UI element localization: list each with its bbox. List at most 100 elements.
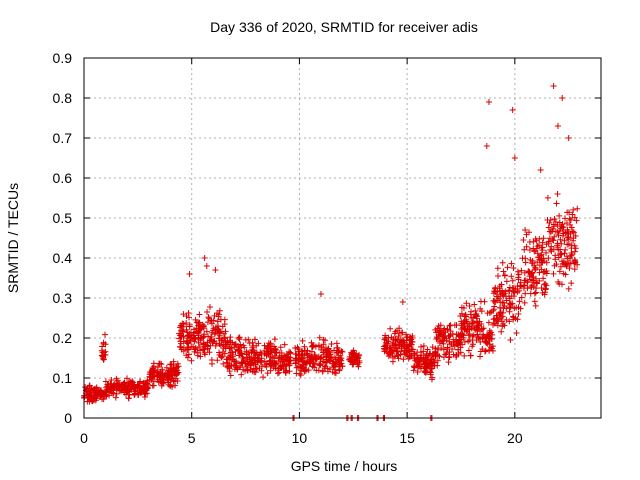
data-point (327, 351, 334, 358)
data-point (486, 327, 493, 334)
data-point (502, 288, 509, 295)
data-point (434, 336, 441, 343)
data-point (494, 297, 501, 304)
data-point (406, 341, 413, 348)
data-point (165, 373, 172, 380)
data-point (451, 322, 458, 329)
data-point (209, 360, 216, 367)
data-point (510, 265, 517, 272)
data-point (278, 363, 285, 370)
data-point (545, 224, 552, 231)
data-point (208, 333, 215, 340)
data-point (567, 230, 574, 237)
data-point (283, 367, 290, 374)
y-tick-label: 0.8 (53, 90, 73, 106)
data-point (244, 367, 251, 374)
data-point (249, 339, 256, 346)
data-point (568, 224, 575, 231)
data-point (514, 268, 521, 275)
data-point (516, 298, 523, 305)
data-point (465, 332, 472, 339)
data-point (226, 345, 233, 352)
data-point (335, 349, 342, 356)
data-point (203, 328, 210, 335)
data-point (263, 352, 270, 359)
data-point (558, 240, 565, 247)
data-point (545, 238, 552, 245)
data-point (178, 334, 185, 341)
data-point (567, 216, 574, 223)
data-point (84, 398, 91, 405)
data-point (552, 228, 559, 235)
data-point (191, 348, 198, 355)
data-point (557, 251, 564, 258)
data-point (530, 238, 537, 245)
data-point (330, 347, 337, 354)
data-point (100, 356, 107, 363)
data-point (420, 348, 427, 355)
data-point (183, 313, 190, 320)
data-point (287, 350, 294, 357)
data-point (541, 281, 548, 288)
data-point (247, 360, 254, 367)
data-point (283, 361, 290, 368)
data-point (211, 331, 218, 338)
data-point (440, 326, 447, 333)
y-tick-label: 0.2 (53, 330, 73, 346)
data-point (243, 351, 250, 358)
data-point (538, 284, 545, 291)
data-point (112, 394, 119, 401)
data-point (337, 356, 344, 363)
data-point (442, 329, 449, 336)
data-point (458, 310, 465, 317)
data-point (536, 269, 543, 276)
data-point (265, 340, 272, 347)
data-point (545, 255, 552, 262)
data-point (186, 321, 193, 328)
data-point (463, 300, 470, 307)
data-point (469, 318, 476, 325)
data-point (151, 372, 158, 379)
data-point (316, 342, 323, 349)
data-point (268, 347, 275, 354)
x-tick-label: 15 (399, 430, 415, 446)
data-point (574, 205, 581, 212)
data-point (157, 370, 164, 377)
data-point (320, 341, 327, 348)
data-point (106, 392, 113, 399)
data-point (316, 334, 323, 341)
data-point (513, 329, 520, 336)
data-point (297, 372, 304, 379)
data-point (485, 99, 492, 105)
data-point (282, 368, 289, 375)
data-point (410, 367, 417, 374)
data-point (326, 366, 333, 373)
data-point (517, 305, 524, 312)
data-point (521, 299, 528, 306)
data-point (461, 352, 468, 359)
data-point (185, 332, 192, 339)
data-point (115, 383, 122, 390)
data-point (477, 353, 484, 360)
data-point (249, 346, 256, 353)
data-point (125, 395, 132, 402)
data-point (153, 373, 160, 380)
data-point (435, 332, 442, 339)
data-point (353, 354, 360, 361)
data-point (183, 339, 190, 346)
data-point (165, 367, 172, 374)
data-point (251, 336, 258, 343)
data-point (494, 273, 501, 280)
data-point (434, 346, 441, 353)
data-point (227, 339, 234, 346)
data-point (206, 349, 213, 356)
x-tick-label: 0 (80, 430, 88, 446)
data-point (205, 315, 212, 322)
data-point (570, 229, 577, 236)
data-point (293, 364, 300, 371)
data-point (329, 360, 336, 367)
data-point (423, 360, 430, 367)
data-point (408, 346, 415, 353)
data-point (434, 357, 441, 364)
data-point (123, 375, 130, 382)
